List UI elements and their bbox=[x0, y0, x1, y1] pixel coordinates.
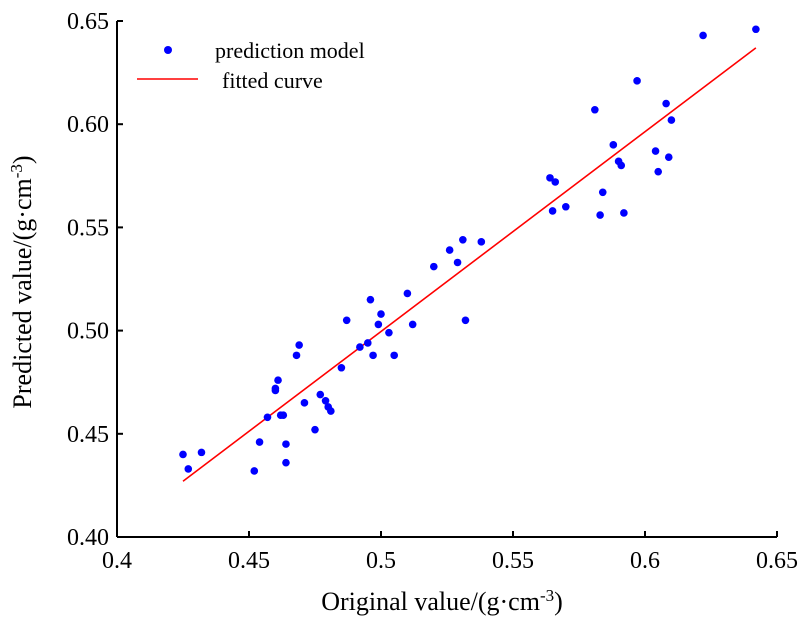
data-point bbox=[292, 351, 301, 360]
data-point bbox=[430, 262, 438, 271]
y-tick-label: 0.65 bbox=[67, 9, 109, 35]
legend-point-marker bbox=[164, 46, 172, 54]
axis-titles: Original value/(g·cm-3) Predicted value/… bbox=[7, 155, 563, 616]
x-tick-label: 0.65 bbox=[756, 548, 798, 574]
data-point bbox=[699, 31, 707, 40]
data-point bbox=[408, 320, 417, 329]
data-point bbox=[342, 316, 351, 325]
data-point bbox=[662, 99, 670, 108]
data-point bbox=[459, 235, 467, 244]
data-point bbox=[453, 258, 462, 267]
y-tick-label: 0.60 bbox=[67, 112, 109, 138]
x-axis-title: Original value/(g·cm-3) bbox=[321, 586, 563, 617]
data-point bbox=[274, 376, 282, 384]
data-point bbox=[461, 316, 470, 325]
data-point bbox=[403, 289, 412, 298]
legend-label-prediction-model: prediction model bbox=[215, 38, 365, 63]
x-tick-label: 0.55 bbox=[492, 548, 534, 574]
data-point bbox=[591, 105, 599, 114]
data-point bbox=[633, 77, 641, 85]
data-point bbox=[596, 211, 604, 219]
y-tick-label: 0.40 bbox=[67, 525, 109, 551]
data-point bbox=[390, 351, 399, 360]
data-point bbox=[263, 413, 272, 422]
data-point bbox=[179, 450, 187, 459]
data-point bbox=[295, 341, 303, 349]
data-point bbox=[385, 328, 393, 337]
y-axis-title: Predicted value/(g·cm-3) bbox=[7, 155, 38, 408]
data-point bbox=[311, 425, 319, 434]
x-tick-label: 0.6 bbox=[630, 548, 660, 574]
data-point bbox=[752, 25, 760, 34]
data-point bbox=[369, 351, 377, 360]
data-point bbox=[366, 295, 375, 304]
data-point bbox=[651, 147, 660, 155]
y-axis-ticks: 0.40 0.45 0.50 0.55 0.60 0.65 bbox=[67, 9, 123, 551]
y-tick-label: 0.50 bbox=[67, 319, 109, 345]
y-tick-label: 0.45 bbox=[67, 422, 109, 448]
data-point bbox=[356, 343, 364, 351]
data-point bbox=[617, 161, 626, 170]
plot-area bbox=[179, 25, 760, 482]
data-point bbox=[184, 465, 193, 473]
x-tick-label: 0.4 bbox=[102, 548, 132, 574]
data-point bbox=[667, 116, 676, 124]
data-point bbox=[282, 440, 290, 448]
data-point bbox=[364, 339, 372, 347]
data-point bbox=[374, 320, 383, 329]
axes: 0.4 0.45 0.5 0.55 0.6 0.65 0.400.450.500.550.… bbox=[67, 9, 798, 574]
data-point bbox=[551, 178, 560, 186]
fitted-curve-line bbox=[182, 47, 757, 482]
x-tick-label: 0.5 bbox=[366, 548, 396, 574]
data-point bbox=[321, 396, 330, 405]
y-tick-label: 0.55 bbox=[67, 215, 109, 241]
data-point bbox=[562, 202, 570, 211]
data-point bbox=[445, 246, 454, 254]
data-point bbox=[279, 411, 288, 420]
data-point bbox=[620, 209, 628, 217]
data-point bbox=[377, 310, 385, 318]
data-point bbox=[197, 448, 206, 457]
data-point bbox=[316, 390, 325, 399]
data-point bbox=[337, 363, 346, 372]
data-point bbox=[598, 188, 607, 197]
data-point bbox=[654, 167, 662, 176]
data-point bbox=[327, 407, 335, 415]
legend-label-fitted-curve: fitted curve bbox=[222, 68, 323, 93]
data-point bbox=[250, 467, 259, 475]
data-point bbox=[477, 238, 486, 246]
data-point bbox=[664, 153, 673, 162]
x-tick-label: 0.45 bbox=[228, 548, 270, 574]
data-point bbox=[546, 174, 554, 182]
x-axis-ticks: 0.4 0.45 0.5 0.55 0.6 0.65 bbox=[102, 531, 798, 574]
data-point bbox=[271, 384, 280, 393]
data-point bbox=[609, 141, 618, 149]
data-point bbox=[548, 207, 557, 215]
data-point bbox=[282, 458, 290, 467]
data-point bbox=[255, 438, 264, 446]
legend: prediction model fitted curve bbox=[137, 38, 365, 93]
data-point bbox=[300, 399, 309, 407]
